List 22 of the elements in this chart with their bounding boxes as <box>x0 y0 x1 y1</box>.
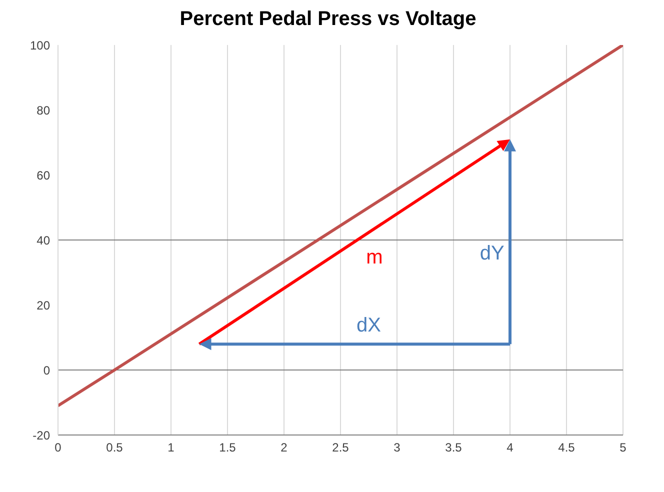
x-tick-label: 2 <box>280 440 288 455</box>
x-tick-label: 4 <box>506 440 514 455</box>
annotation: dX <box>356 314 381 337</box>
x-tick-label: 3 <box>394 440 401 455</box>
x-tick-label: 0.5 <box>106 440 124 455</box>
annotation: dY <box>480 242 504 264</box>
y-tick-label: 40 <box>36 233 50 248</box>
x-tick-label: 1.5 <box>219 440 236 455</box>
y-tick-label: 20 <box>36 298 50 312</box>
y-tick-label: 0 <box>43 363 50 378</box>
x-tick-label: 4.5 <box>558 440 576 455</box>
annotation: m <box>366 246 383 268</box>
x-tick-label: 3.5 <box>445 440 462 455</box>
chart-title: Percent Pedal Press vs Voltage <box>178 8 478 31</box>
x-tick-label: 2.5 <box>332 440 350 455</box>
x-tick-label: 5 <box>620 440 627 455</box>
x-tick-label: 0 <box>54 440 62 455</box>
y-tick-label: -20 <box>32 428 50 442</box>
y-tick-label: 100 <box>30 38 50 52</box>
x-tick-label: 1 <box>168 440 175 455</box>
y-tick-label: 80 <box>36 103 50 118</box>
y-tick-label: 60 <box>36 168 50 182</box>
